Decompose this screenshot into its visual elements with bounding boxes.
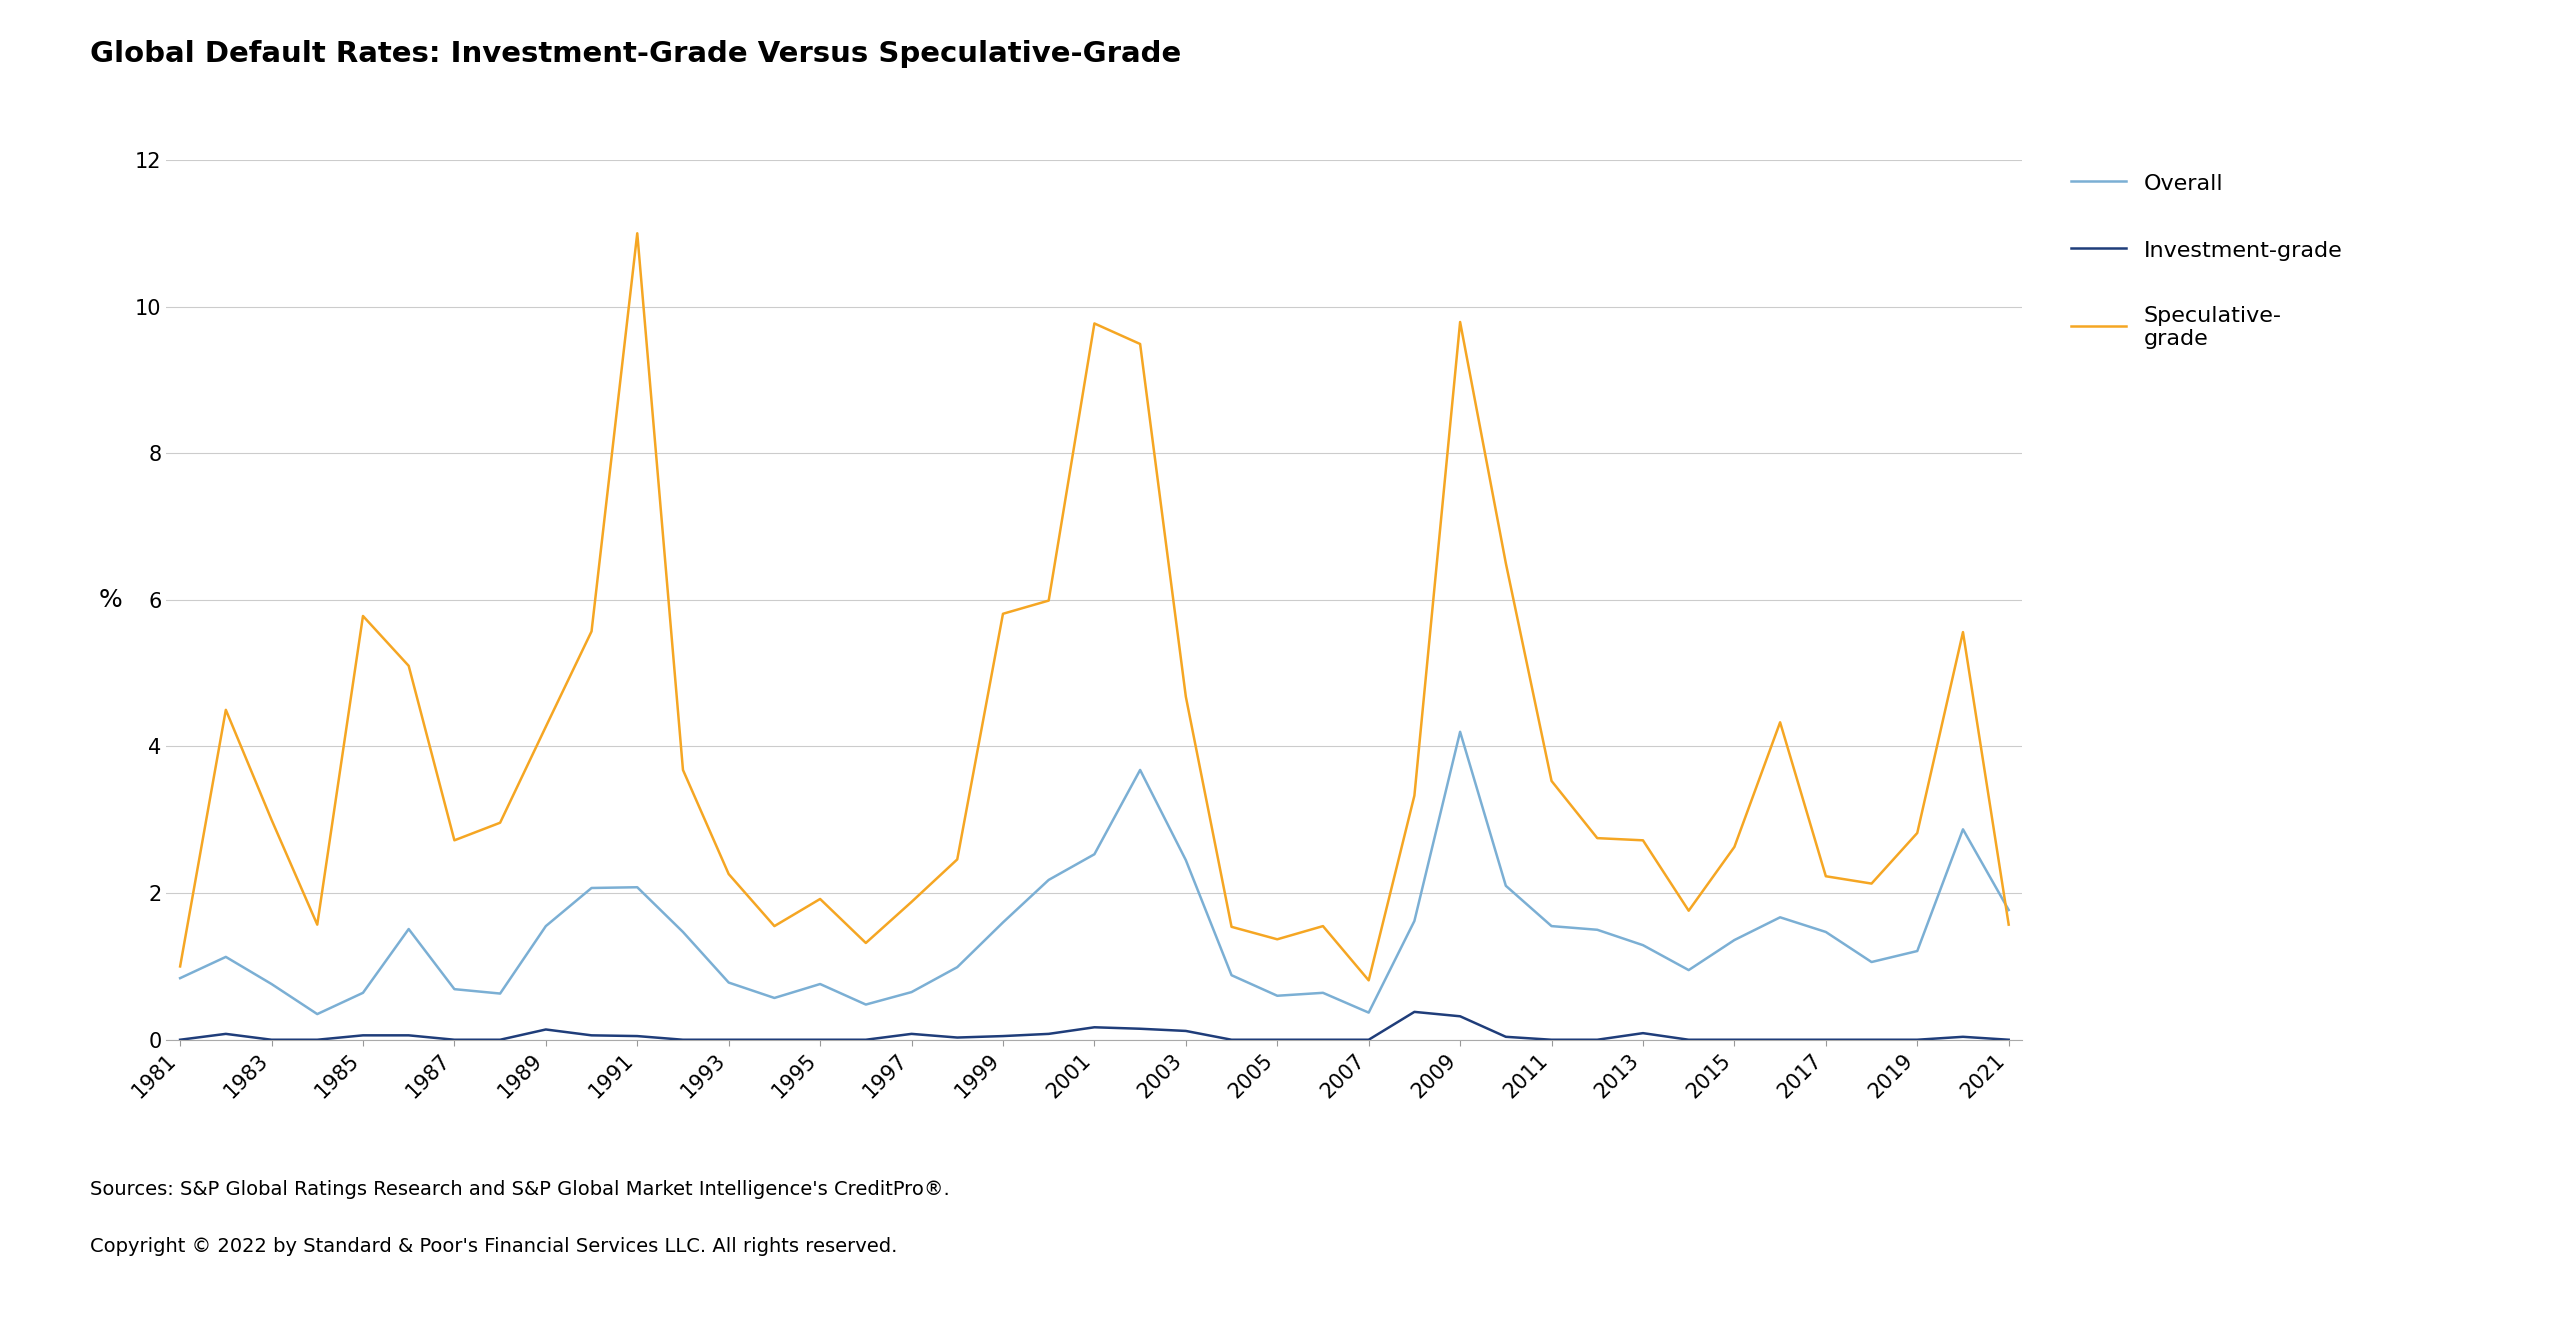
Text: Copyright © 2022 by Standard & Poor's Financial Services LLC. All rights reserve: Copyright © 2022 by Standard & Poor's Fi… [90,1237,896,1256]
Text: Sources: S&P Global Ratings Research and S&P Global Market Intelligence's Credit: Sources: S&P Global Ratings Research and… [90,1180,950,1198]
Y-axis label: %: % [97,588,123,612]
Legend: Overall, Investment-grade, Speculative-
grade: Overall, Investment-grade, Speculative- … [2071,171,2342,349]
Text: Global Default Rates: Investment-Grade Versus Speculative-Grade: Global Default Rates: Investment-Grade V… [90,40,1180,68]
